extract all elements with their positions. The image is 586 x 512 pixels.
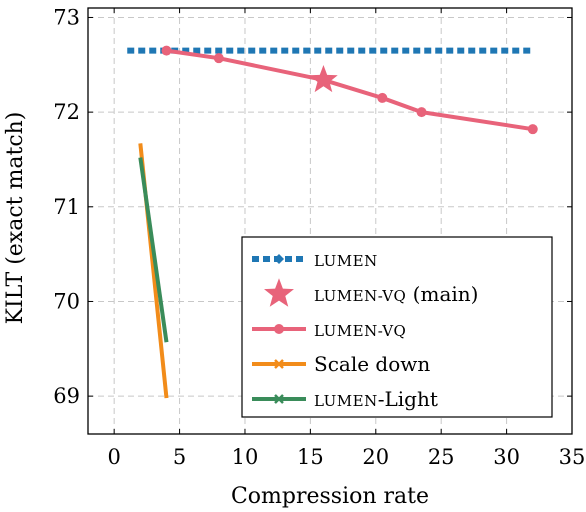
data-point-cross	[274, 394, 284, 404]
legend-label: LUMEN-VQ (main)	[314, 282, 478, 306]
series-group	[138, 157, 169, 343]
legend-item: Scale down	[252, 352, 430, 376]
data-point	[161, 45, 172, 56]
legend-item: LUMEN-Light	[252, 387, 438, 411]
legend-label: LUMEN-Light	[314, 387, 438, 411]
x-tick-label: 35	[559, 445, 586, 469]
plot-frame	[87, 7, 573, 435]
data-point	[377, 92, 388, 103]
data-point	[213, 53, 224, 64]
y-tick-label: 71	[53, 195, 80, 219]
data-point-star	[264, 278, 294, 307]
y-tick-label: 73	[53, 5, 80, 29]
data-point	[274, 324, 284, 334]
y-tick-label: 72	[53, 100, 80, 124]
legend-label: LUMEN-VQ	[314, 322, 406, 340]
y-tick-label: 69	[53, 384, 80, 408]
axis-ticks: 0 5 10 15 20 25 30 35 69 70 71 72 73	[53, 5, 585, 469]
series-line	[138, 157, 169, 343]
legend-item: LUMEN	[252, 252, 378, 270]
x-axis-label: Compression rate	[231, 484, 429, 509]
legend-label: Scale down	[314, 352, 430, 376]
data-series	[127, 45, 538, 399]
data-point-diamond	[274, 254, 284, 264]
data-point	[318, 74, 329, 85]
data-point	[527, 124, 538, 135]
legend-label: LUMEN	[314, 252, 378, 270]
x-tick-label: 0	[107, 445, 120, 469]
series-group	[161, 45, 538, 135]
data-point-cross	[274, 359, 284, 369]
x-tick-label: 25	[428, 445, 455, 469]
series-line	[166, 48, 534, 132]
legend: LUMEN LUMEN-VQ (main) LUMEN-VQ Scale down LU…	[241, 236, 553, 418]
legend-item: LUMEN-VQ	[252, 322, 406, 340]
x-tick-label: 15	[297, 445, 324, 469]
x-tick-label: 30	[493, 445, 520, 469]
x-tick-label: 10	[232, 445, 259, 469]
y-axis-label: KILT (exact match)	[3, 112, 28, 325]
x-tick-label: 20	[362, 445, 389, 469]
legend-item: LUMEN-VQ (main)	[264, 278, 478, 307]
x-tick-label: 5	[173, 445, 186, 469]
y-tick-label: 70	[53, 289, 80, 313]
data-point	[416, 107, 427, 118]
